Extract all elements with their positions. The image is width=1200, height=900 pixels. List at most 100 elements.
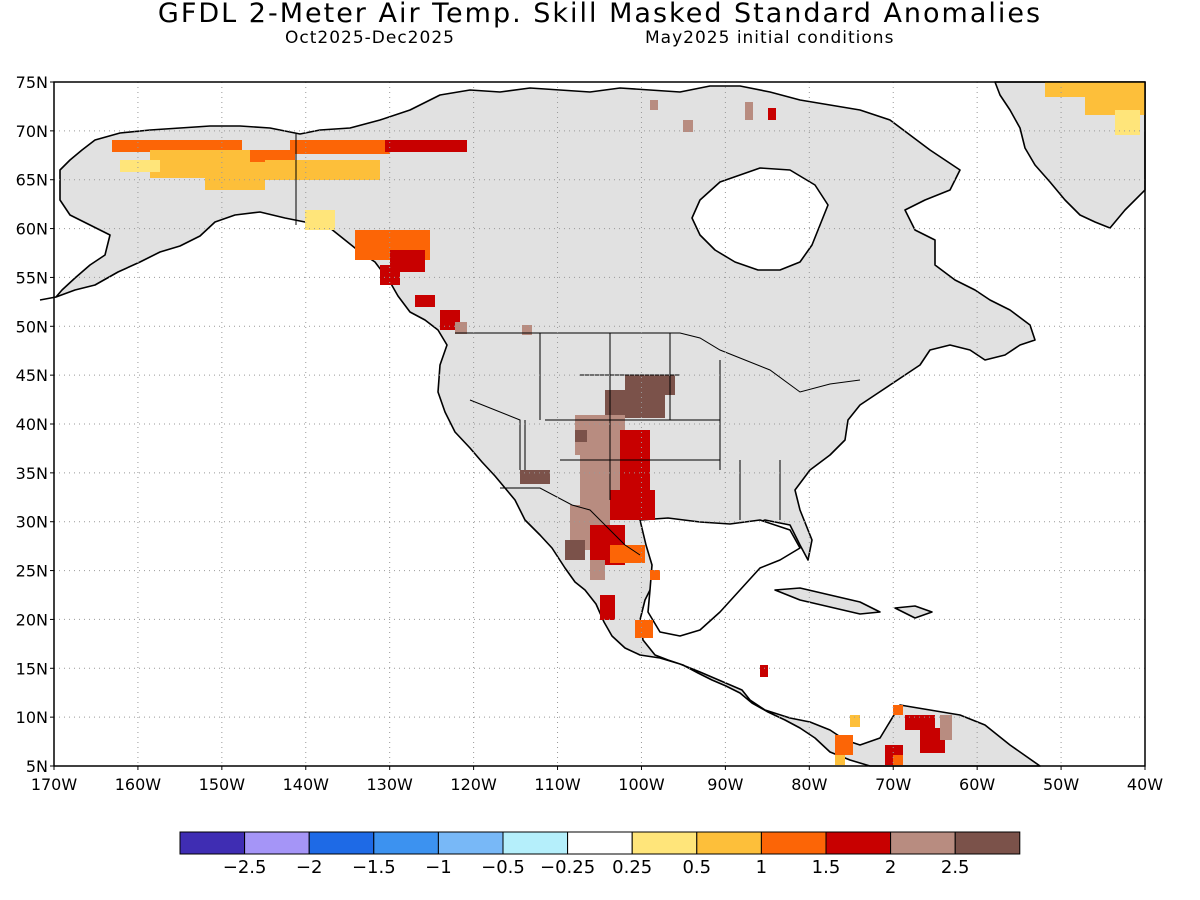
anomaly-cell [683,120,693,132]
lon-label: 60W [959,775,995,794]
us-canada-border [455,332,861,393]
lon-label: 160W [115,775,162,794]
anomaly-cell [835,755,845,765]
lon-label: 170W [31,775,78,794]
anomaly-cell [905,715,935,730]
anomaly-cell [745,102,753,120]
colorbar-label: −0.25 [540,857,595,878]
lat-label: 55N [16,268,48,287]
lat-label: 10N [16,708,48,727]
colorbar-swatch [890,831,956,855]
anomaly-cell [1045,82,1145,97]
anomaly-cell [620,430,650,500]
anomaly-cell [575,430,587,442]
cuba-island [774,587,881,615]
lat-label: 40N [16,415,48,434]
anomaly-cell [565,540,585,560]
colorbar-swatch [437,831,504,855]
lon-label: 50W [1043,775,1079,794]
initial-conditions: May2025 initial conditions [645,28,895,48]
colorbar-label: 2.5 [941,857,970,878]
anomaly-cell [1115,110,1140,135]
anomaly-cell [112,140,242,152]
gulf-of-mexico [639,517,801,637]
colorbar-swatch [825,831,892,855]
anomaly-cell [940,715,952,740]
anomaly-cell [385,140,467,152]
hispaniola-island [894,605,933,619]
colorbar-swatch [502,831,569,855]
anomaly-cell [835,735,853,755]
colorbar-label: −1 [425,857,452,878]
colorbar-swatch [244,831,310,855]
lat-label: 30N [16,513,48,532]
colorbar-label: 1.5 [812,857,841,878]
anomaly-cell [610,490,655,520]
map-title: GFDL 2-Meter Air Temp. Skill Masked Stan… [157,0,1043,29]
forecast-period: Oct2025-Dec2025 [285,28,455,48]
anomaly-cell [605,390,665,418]
us-mexico-border [500,487,641,556]
lat-label: 15N [16,659,48,678]
plot-frame [53,81,1146,767]
colorbar-label: −1.5 [352,857,396,878]
lat-label: 20N [16,610,48,629]
lat-label: 70N [16,122,48,141]
colorbar-label: 2 [885,857,896,878]
lat-label: 25N [16,562,48,581]
lon-label: 110W [534,775,581,794]
anomaly-cell [265,160,380,180]
anomaly-cell [768,108,776,120]
colorbar-label: −2.5 [223,857,267,878]
lon-label: 70W [875,775,911,794]
colorbar-swatch [308,831,375,855]
lat-label: 50N [16,317,48,336]
anomaly-cell [415,295,435,307]
anomaly-cell [290,140,390,154]
anomaly-cell [893,705,903,715]
anomaly-cell [650,100,658,110]
colorbar-swatch [631,831,698,855]
lat-label: 5N [26,757,48,776]
land-masses [39,81,1146,767]
lon-label: 120W [450,775,497,794]
colorbar-swatch [567,831,633,855]
colorbar-label: 1 [756,857,767,878]
anomaly-cell [590,560,605,580]
lon-label: 150W [199,775,246,794]
colorbar-labels: −2.5 −2 −1.5 −1 −0.5 −0.25 0.25 0.5 1 1.5 2 2.5 [223,857,970,878]
colorbar-label: 0.5 [682,857,711,878]
anomaly-cell [455,322,467,334]
colorbar-label: −2 [296,857,323,878]
colorbar-swatch [760,831,827,855]
lon-label: 80W [791,775,827,794]
anomaly-cell [120,160,160,172]
lon-label: 90W [707,775,743,794]
latitude-labels: 75N 70N 65N 60N 55N 50N 45N 40N 35N 30N 25N 20N 15N 1… [16,73,48,776]
anomaly-cell [760,665,768,677]
hudson-bay [691,167,829,271]
anomaly-cell [305,210,335,230]
graticule [50,81,1146,770]
colorbar-swatch [179,831,246,855]
greenland-land [994,81,1146,229]
anomaly-cell [635,620,653,638]
anomaly-cell [600,595,615,620]
anomaly-cell [520,470,550,484]
colorbar-label: −0.5 [481,857,525,878]
colorbar-swatch [373,831,439,855]
lat-label: 65N [16,171,48,190]
lat-label: 75N [16,73,48,92]
lon-label: 140W [283,775,330,794]
lon-label: 40W [1127,775,1163,794]
lat-label: 35N [16,464,48,483]
anomaly-cell [380,265,400,285]
lat-label: 45N [16,366,48,385]
anomaly-cell [893,755,903,765]
colorbar [179,831,1021,855]
anomaly-cell [522,325,532,335]
lat-label: 60N [16,220,48,239]
colorbar-swatch [954,831,1021,855]
anomaly-cell [610,545,645,563]
